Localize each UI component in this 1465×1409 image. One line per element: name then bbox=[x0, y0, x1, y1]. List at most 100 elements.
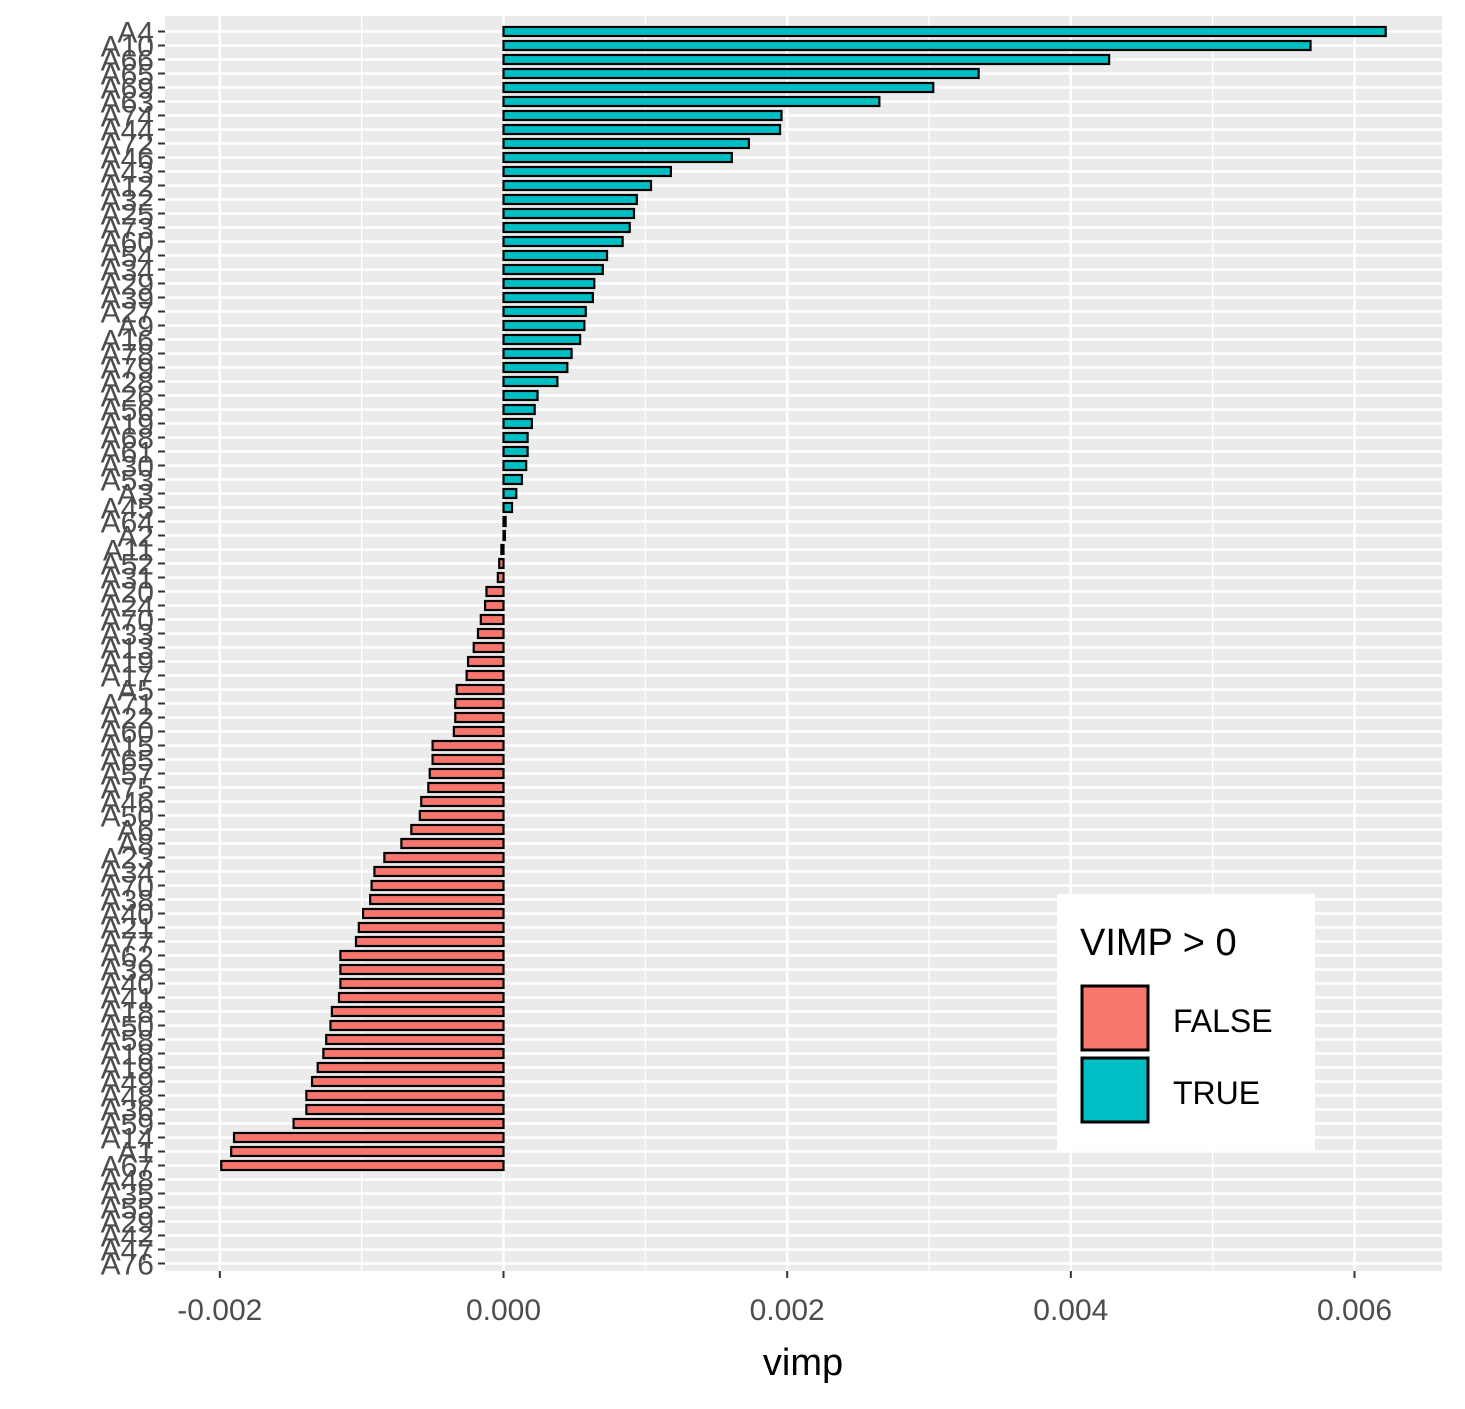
y-tick-label: A31 bbox=[101, 563, 154, 596]
y-tick-label: A19 bbox=[101, 409, 154, 442]
bar bbox=[502, 151, 733, 164]
y-tick-label: A78 bbox=[101, 339, 154, 372]
bar bbox=[502, 389, 539, 402]
y-tick-label: A5 bbox=[117, 675, 154, 708]
y-tick-label: A40 bbox=[101, 969, 154, 1002]
bar bbox=[502, 165, 672, 178]
y-tick-label: A3 bbox=[117, 479, 154, 512]
y-tick-label: A63 bbox=[101, 87, 154, 120]
x-tick-label: -0.002 bbox=[177, 1294, 262, 1327]
bar bbox=[502, 403, 536, 416]
legend-key-false bbox=[1080, 984, 1150, 1052]
y-tick-label: A54 bbox=[101, 241, 154, 274]
y-tick-label: A48 bbox=[101, 1081, 154, 1114]
y-tick-label: A19 bbox=[101, 647, 154, 680]
bar bbox=[373, 865, 505, 878]
bar bbox=[502, 445, 529, 458]
y-tick-label: A17 bbox=[101, 661, 154, 694]
y-tick-label: A38 bbox=[101, 885, 154, 918]
y-tick-label: A50 bbox=[101, 801, 154, 834]
legend-label-true: TRUE bbox=[1173, 1075, 1260, 1111]
bar bbox=[476, 627, 505, 640]
y-tick-label: A74 bbox=[101, 101, 154, 134]
bar bbox=[502, 305, 587, 318]
bar bbox=[465, 669, 505, 682]
y-tick-label: A28 bbox=[101, 367, 154, 400]
bar bbox=[305, 1103, 505, 1116]
bar bbox=[431, 739, 505, 752]
y-tick-label: A57 bbox=[101, 759, 154, 792]
bar bbox=[325, 1033, 505, 1046]
y-tick-label: A60 bbox=[101, 717, 154, 750]
x-tick-label: 0.000 bbox=[466, 1294, 541, 1327]
y-tick-label: A9 bbox=[117, 311, 154, 344]
bar bbox=[502, 501, 514, 514]
y-tick-label: A35 bbox=[101, 1179, 154, 1212]
y-tick-label: A60 bbox=[101, 227, 154, 260]
bar bbox=[361, 907, 505, 920]
bar bbox=[502, 473, 524, 486]
bar bbox=[454, 711, 505, 724]
y-tick-label: A73 bbox=[101, 213, 154, 246]
legend-label-false: FALSE bbox=[1173, 1003, 1273, 1039]
y-tick-label: A24 bbox=[101, 591, 154, 624]
bar bbox=[502, 249, 609, 262]
bar bbox=[479, 613, 505, 626]
y-tick-label: A50 bbox=[101, 1011, 154, 1044]
y-tick-label: A69 bbox=[101, 73, 154, 106]
y-tick-label: A34 bbox=[101, 857, 154, 890]
bar bbox=[502, 179, 653, 192]
y-tick-label: A49 bbox=[101, 1067, 154, 1100]
y-tick-label: A43 bbox=[101, 157, 154, 190]
y-tick-label: A13 bbox=[101, 633, 154, 666]
bar bbox=[220, 1159, 505, 1172]
y-tick-label: A76 bbox=[101, 1249, 154, 1282]
bar bbox=[502, 459, 528, 472]
bar bbox=[230, 1145, 505, 1158]
bar bbox=[502, 95, 881, 108]
bar bbox=[502, 39, 1312, 52]
y-tick-label: A30 bbox=[101, 451, 154, 484]
bar bbox=[310, 1075, 505, 1088]
y-tick-label: A19 bbox=[101, 1053, 154, 1086]
y-tick-label: A65 bbox=[101, 59, 154, 92]
y-tick-label: A68 bbox=[101, 423, 154, 456]
bar bbox=[496, 571, 505, 584]
y-tick-label: A23 bbox=[101, 843, 154, 876]
bar bbox=[292, 1117, 505, 1130]
bar bbox=[330, 1005, 505, 1018]
y-tick-label: A16 bbox=[101, 325, 154, 358]
bar bbox=[339, 977, 505, 990]
x-axis-title: vimp bbox=[763, 1342, 843, 1384]
bar bbox=[232, 1131, 505, 1144]
y-tick-label: A29 bbox=[101, 1207, 154, 1240]
y-tick-label: A56 bbox=[101, 395, 154, 428]
bar bbox=[337, 991, 505, 1004]
y-tick-label: A59 bbox=[101, 1109, 154, 1142]
y-tick-label: A29 bbox=[101, 269, 154, 302]
bar bbox=[369, 893, 505, 906]
bar bbox=[502, 207, 636, 220]
bar bbox=[305, 1089, 505, 1102]
bars bbox=[220, 25, 1387, 1172]
bar bbox=[502, 487, 518, 500]
bar bbox=[316, 1061, 505, 1074]
y-tick-label: A70 bbox=[101, 871, 154, 904]
y-tick-label: A62 bbox=[101, 941, 154, 974]
bar bbox=[431, 753, 505, 766]
y-tick-label: A58 bbox=[101, 1025, 154, 1058]
bar bbox=[452, 725, 505, 738]
bar bbox=[502, 361, 569, 374]
bar bbox=[329, 1019, 505, 1032]
bar bbox=[322, 1047, 505, 1060]
y-tick-label: A39 bbox=[101, 955, 154, 988]
x-axis-ticks: -0.002 0.000 0.002 0.004 0.006 bbox=[177, 1271, 1392, 1327]
bar bbox=[502, 375, 559, 388]
y-tick-label: A27 bbox=[101, 297, 154, 330]
bar bbox=[370, 879, 505, 892]
y-tick-label: A53 bbox=[101, 465, 154, 498]
y-tick-label: A18 bbox=[101, 1039, 154, 1072]
y-tick-label: A26 bbox=[101, 381, 154, 414]
y-tick-label: A40 bbox=[101, 899, 154, 932]
